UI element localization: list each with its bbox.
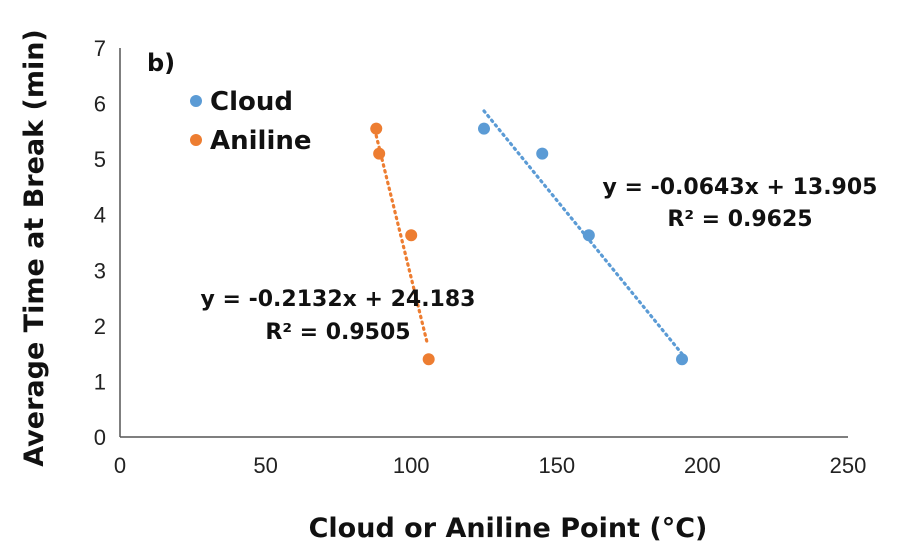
x-tick-label: 200: [684, 453, 721, 478]
trendline-aniline: [373, 128, 429, 345]
y-tick-labels: 0 1 2 3 4 5 6 7: [94, 36, 106, 450]
panel-label: b): [147, 49, 175, 77]
legend-label-aniline: Aniline: [210, 126, 312, 156]
y-tick-label: 3: [94, 258, 106, 283]
trendline-label-aniline: y = -0.2132x + 24.183 R² = 0.9505: [201, 287, 476, 345]
trendline-cloud: [482, 109, 684, 356]
axes: [119, 48, 848, 438]
y-axis-title: Average Time at Break (min): [19, 29, 50, 467]
x-tick-label: 0: [114, 453, 126, 478]
y-tick-label: 2: [94, 314, 106, 339]
data-point-aniline: [422, 353, 435, 366]
data-point-aniline: [370, 122, 383, 135]
x-tick-label: 100: [393, 453, 430, 478]
y-tick-label: 4: [94, 203, 106, 228]
legend-marker-cloud: [190, 95, 202, 107]
trendline-label-cloud: y = -0.0643x + 13.905 R² = 0.9625: [603, 175, 878, 232]
x-tick-label: 250: [830, 453, 867, 478]
trendlines: [373, 109, 684, 356]
legend-marker-aniline: [190, 134, 202, 146]
x-tick-labels: 0 50 100 150 200 250: [114, 453, 866, 478]
equation-aniline: y = -0.2132x + 24.183: [201, 287, 476, 312]
y-tick-label: 6: [94, 92, 106, 117]
data-point-cloud: [582, 229, 595, 242]
x-tick-label: 50: [253, 453, 277, 478]
data-point-cloud: [478, 122, 490, 135]
y-tick-label: 1: [94, 369, 106, 394]
r-squared-cloud: R² = 0.9625: [667, 207, 812, 232]
y-tick-label: 7: [94, 36, 106, 61]
x-tick-label: 150: [538, 453, 575, 478]
data-point-aniline: [405, 229, 418, 242]
r-squared-aniline: R² = 0.9505: [265, 320, 410, 345]
x-axis-title: Cloud or Aniline Point (°C): [309, 513, 708, 544]
legend-label-cloud: Cloud: [210, 87, 293, 117]
data-point-aniline: [373, 147, 386, 160]
legend: Cloud Aniline: [190, 87, 312, 156]
y-tick-label: 5: [94, 147, 106, 172]
data-point-cloud: [676, 353, 689, 366]
equation-cloud: y = -0.0643x + 13.905: [603, 175, 878, 200]
y-tick-label: 0: [94, 425, 106, 450]
data-point-cloud: [536, 147, 549, 160]
data-points: [370, 122, 689, 366]
